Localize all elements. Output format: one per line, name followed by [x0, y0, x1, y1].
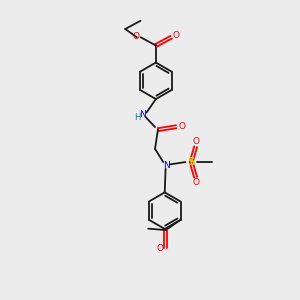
Text: O: O: [172, 31, 179, 40]
Text: O: O: [192, 178, 199, 187]
Text: O: O: [192, 137, 199, 146]
Text: O: O: [156, 244, 164, 253]
Text: O: O: [178, 122, 185, 131]
Text: N: N: [163, 160, 169, 169]
Text: H: H: [134, 113, 140, 122]
Text: N: N: [139, 110, 146, 119]
Text: O: O: [132, 32, 140, 41]
Text: S: S: [188, 157, 195, 167]
